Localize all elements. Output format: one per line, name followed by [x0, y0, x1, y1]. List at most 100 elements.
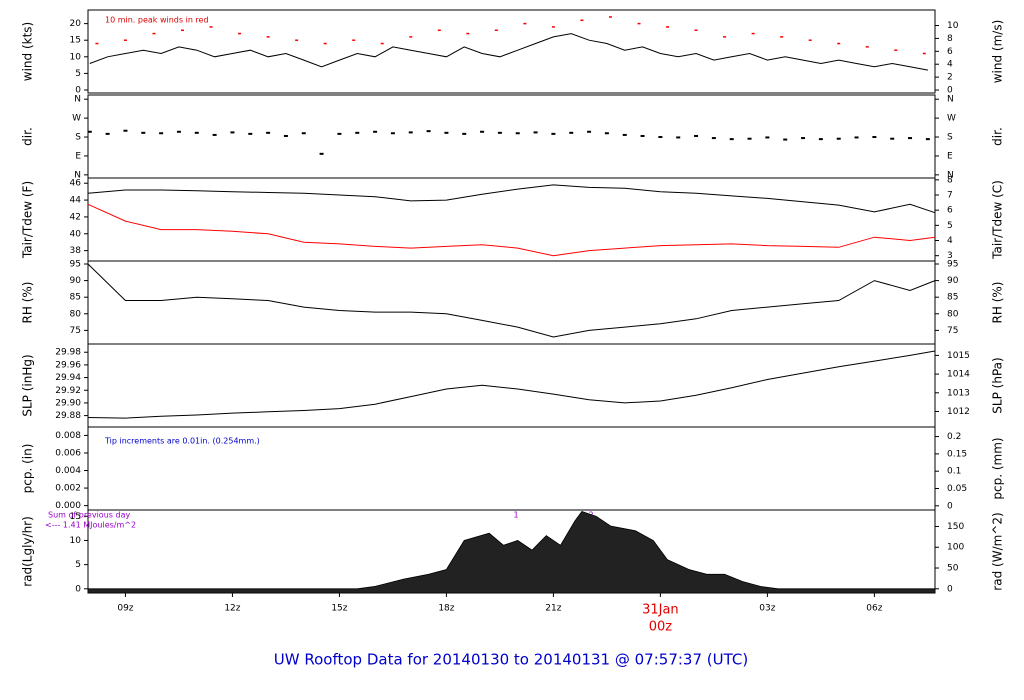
- y2-axis-label: pcp. (mm): [991, 437, 1005, 499]
- chart-title: UW Rooftop Data for 20140130 to 20140131…: [274, 651, 748, 669]
- y-tick-label: 38: [70, 246, 82, 256]
- panel-frame: [87, 94, 936, 179]
- dir-dot: [676, 136, 681, 139]
- dir-dot: [640, 134, 645, 137]
- data-line: [87, 263, 936, 338]
- y-tick-label: 40: [70, 229, 82, 239]
- dir-dot: [105, 132, 110, 135]
- x-date-label: 31Jan: [642, 603, 679, 618]
- y2-axis-label: wind (m/s): [991, 20, 1005, 84]
- dir-dot: [390, 132, 395, 135]
- y2-axis-label: SLP (hPa): [991, 357, 1005, 413]
- dir-dot: [426, 130, 431, 133]
- y2-tick-label: 1012: [947, 407, 970, 417]
- dir-dot: [908, 137, 913, 140]
- peak-dot: [152, 32, 156, 35]
- dir-dot: [319, 152, 324, 155]
- peak-dot: [637, 22, 641, 25]
- y2-tick-label: 10: [947, 21, 959, 31]
- y2-tick-label: 50: [947, 564, 959, 574]
- y2-tick-label: 85: [947, 293, 958, 303]
- dir-dot: [355, 131, 360, 134]
- y2-tick-label: 6: [947, 206, 953, 216]
- y-tick-label: 10: [70, 52, 82, 62]
- dir-dot: [248, 132, 253, 135]
- y2-axis-label: RH (%): [991, 282, 1005, 324]
- y-tick-label: 29.96: [55, 360, 81, 370]
- data-line: [87, 350, 936, 419]
- peak-dot: [723, 36, 727, 38]
- peak-dot: [409, 36, 413, 38]
- dir-dot: [87, 130, 92, 133]
- y2-tick-label: 0.15: [947, 449, 967, 459]
- y2-tick-label: N: [947, 95, 954, 105]
- dir-dot: [622, 133, 627, 136]
- y-tick-label: 0.006: [55, 448, 81, 458]
- dir-dot: [123, 129, 128, 132]
- y2-tick-label: 6: [947, 47, 953, 57]
- peak-dot: [922, 52, 926, 55]
- x-tick-label: 09z: [117, 604, 133, 614]
- panel-frame: [87, 260, 936, 345]
- annotation: 10 min. peak winds in red: [105, 16, 209, 25]
- dir-dot: [818, 138, 823, 141]
- y-axis-label: wind (kts): [21, 22, 35, 81]
- annotation: <--- 1.41 MJoules/m^2: [45, 521, 136, 530]
- y2-tick-label: 8: [947, 175, 953, 185]
- y2-tick-label: W: [947, 114, 956, 124]
- peak-dot: [894, 49, 898, 51]
- y2-tick-label: S: [947, 133, 953, 143]
- y-tick-label: N: [74, 95, 81, 105]
- dir-dot: [872, 136, 877, 139]
- x-tick-label: 00z: [649, 620, 673, 635]
- y-tick-label: 0.004: [55, 466, 81, 476]
- y2-tick-label: 1015: [947, 351, 970, 361]
- y-tick-label: E: [75, 151, 81, 161]
- y-tick-label: N: [74, 170, 81, 180]
- peak-dot: [123, 39, 127, 41]
- dir-dot: [729, 138, 734, 141]
- y-axis-label: Tair/Tdew (F): [21, 181, 35, 259]
- peak-dot: [323, 42, 327, 45]
- y-tick-label: 29.88: [55, 411, 81, 421]
- data-line: [89, 33, 928, 71]
- peak-dot: [523, 22, 527, 25]
- y2-tick-label: 4: [947, 60, 953, 70]
- y-tick-label: 42: [70, 212, 81, 222]
- peak-dot: [238, 32, 242, 35]
- y-tick-label: 85: [70, 293, 81, 303]
- dir-dot: [587, 130, 592, 133]
- dir-dot: [711, 137, 716, 140]
- peak-dot: [837, 42, 841, 45]
- dir-dot: [373, 130, 378, 133]
- y2-tick-label: 0: [947, 501, 953, 511]
- y2-tick-label: 100: [947, 543, 964, 553]
- y2-tick-label: 75: [947, 326, 958, 336]
- dir-dot: [301, 132, 306, 135]
- annotation: 1: [513, 511, 518, 520]
- y2-tick-label: 2: [947, 73, 953, 83]
- y2-tick-label: 95: [947, 259, 958, 269]
- y-tick-label: 90: [70, 276, 82, 286]
- dir-dot: [801, 137, 806, 140]
- y2-tick-label: 8: [947, 34, 953, 44]
- dir-dot: [141, 131, 146, 134]
- dir-dot: [854, 136, 859, 139]
- x-tick-label: 12z: [224, 604, 240, 614]
- dir-dot: [176, 130, 181, 133]
- dir-dot: [462, 132, 467, 135]
- x-tick-label: 06z: [866, 604, 882, 614]
- peak-dot: [865, 46, 869, 48]
- y-tick-label: 29.94: [55, 373, 81, 383]
- dir-dot: [747, 137, 752, 140]
- peak-dot: [694, 29, 698, 32]
- y2-tick-label: 150: [947, 522, 964, 532]
- y-tick-label: S: [75, 133, 81, 143]
- y2-tick-label: 0: [947, 86, 953, 96]
- y2-tick-label: 90: [947, 276, 959, 286]
- y-tick-label: 5: [75, 69, 81, 79]
- dir-dot: [230, 131, 235, 134]
- y-tick-label: 20: [70, 19, 82, 29]
- y-tick-label: W: [72, 114, 81, 124]
- y-tick-label: 0.008: [55, 431, 81, 441]
